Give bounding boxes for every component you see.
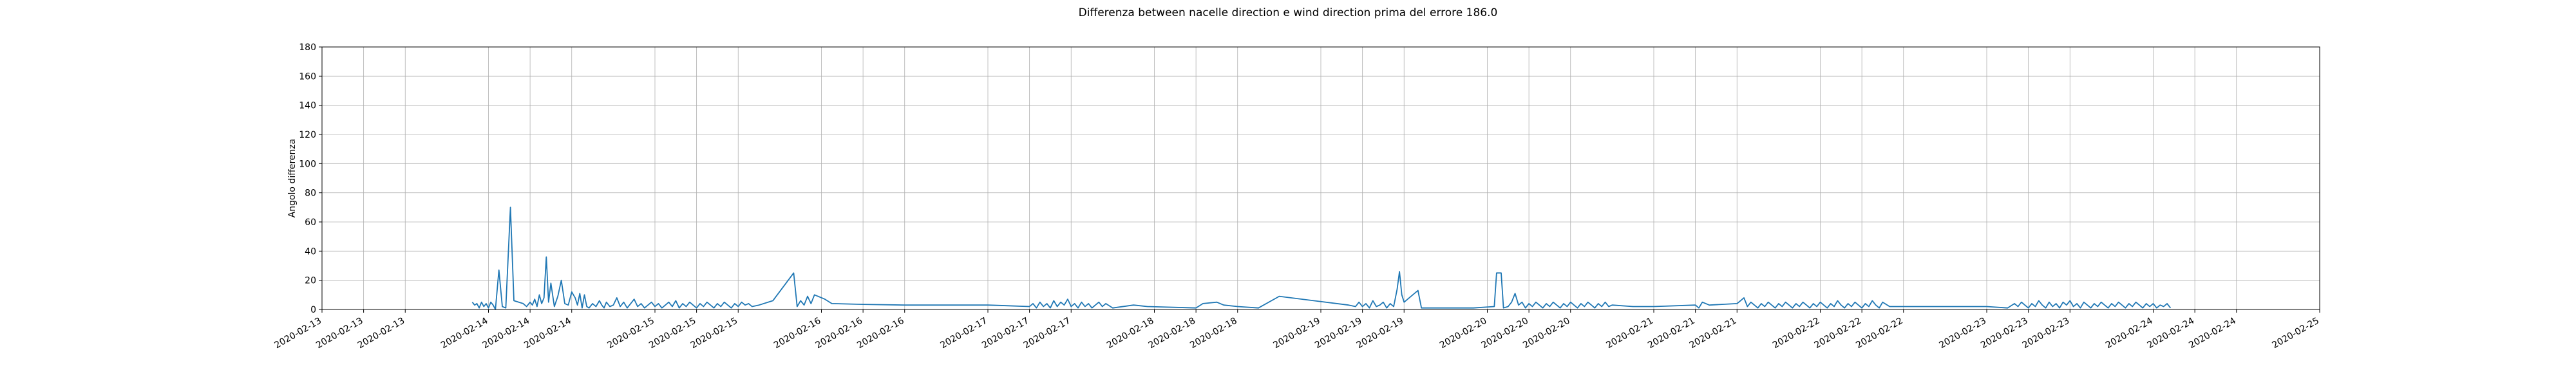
y-tick-label: 120 xyxy=(299,130,316,140)
y-axis-label: Angolo differenza xyxy=(287,139,298,218)
y-tick-label: 140 xyxy=(299,101,316,111)
series-layer xyxy=(471,207,2172,310)
chart-title: Differenza between nacelle direction e w… xyxy=(1079,6,1498,19)
y-tick-label: 160 xyxy=(299,71,316,82)
y-tick-label: 40 xyxy=(305,246,316,257)
y-tick-label: 80 xyxy=(305,188,316,199)
y-tick-label: 100 xyxy=(299,159,316,169)
y-tick-label: 0 xyxy=(310,305,316,315)
y-axis: 0 20 40 60 80 100 120 140 160 180 xyxy=(299,42,322,315)
y-tick-label: 60 xyxy=(305,217,316,228)
y-tick-label: 20 xyxy=(305,276,316,286)
y-tick-label: 180 xyxy=(299,42,316,53)
series-line-0 xyxy=(471,207,2172,310)
